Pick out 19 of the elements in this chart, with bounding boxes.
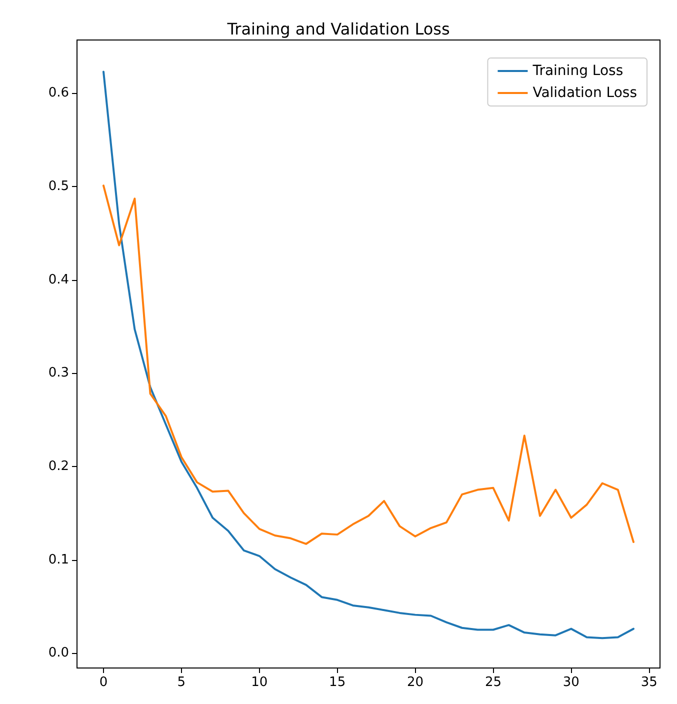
y-tick-label: 0.5 — [48, 179, 69, 194]
y-tick-label: 0.0 — [48, 646, 69, 661]
x-tick-label: 20 — [406, 675, 424, 690]
y-tick-label: 0.3 — [48, 366, 69, 381]
legend-label: Validation Loss — [532, 85, 638, 101]
x-tick-label: 25 — [484, 675, 502, 690]
legend-label: Training Loss — [532, 63, 624, 79]
x-tick-label: 30 — [562, 675, 580, 690]
y-tick-label: 0.2 — [48, 458, 69, 474]
x-tick-label: 35 — [640, 675, 658, 690]
y-tick-label: 0.6 — [48, 86, 69, 101]
y-tick-label: 0.4 — [48, 272, 69, 288]
line-series — [102, 184, 634, 545]
x-tick-label: 15 — [329, 675, 346, 690]
x-tick-label: 0 — [99, 675, 108, 690]
chart-title: Training and Validation Loss — [226, 20, 450, 38]
x-tick-label: 5 — [177, 675, 186, 690]
y-tick-label: 0.1 — [48, 552, 69, 568]
x-tick-label: 10 — [251, 675, 268, 690]
